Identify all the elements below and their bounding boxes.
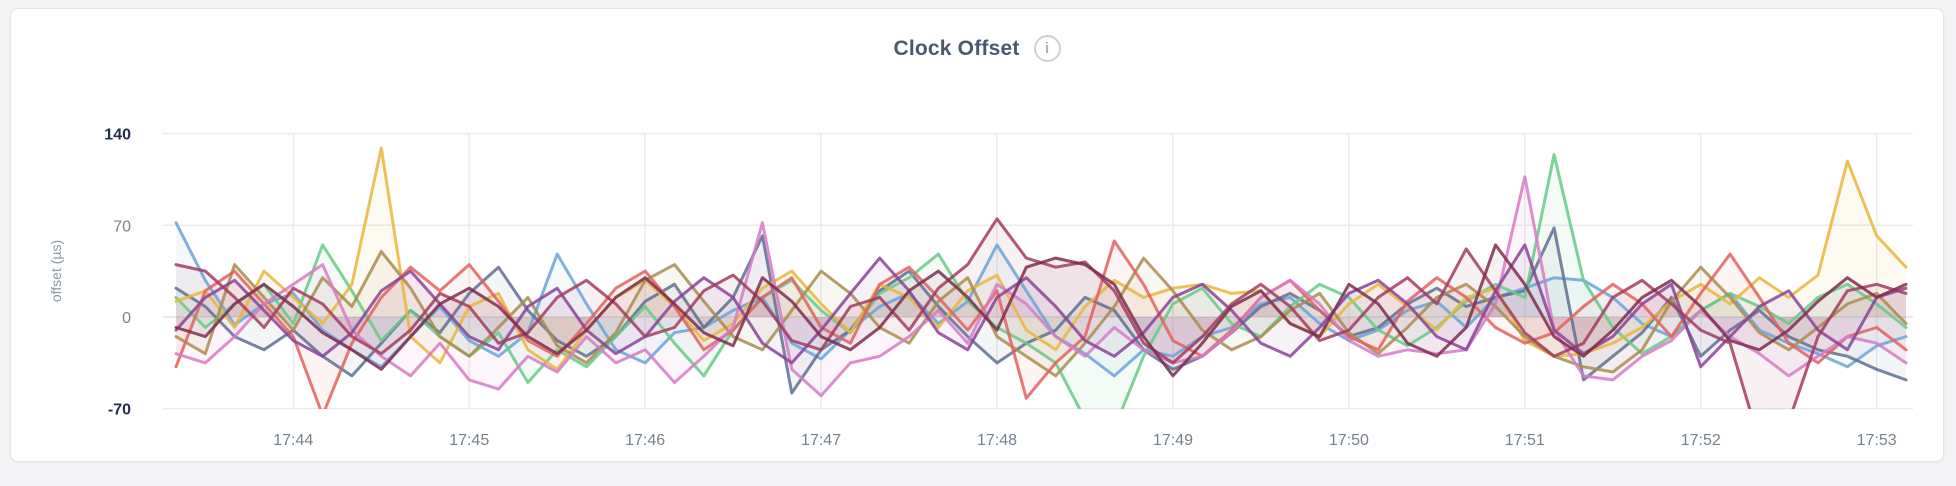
clock-offset-chart[interactable]: 140 70 0 -70 17:44 17:45 17:46 17:47 17:48 17:49 1…: [11, 9, 1943, 461]
x-tick-label: 17:49: [1153, 432, 1193, 449]
series-area-node-yellow: [176, 148, 1906, 370]
x-tick-label: 17:52: [1681, 432, 1721, 449]
x-tick-label: 17:46: [625, 432, 665, 449]
clock-offset-card: Clock Offset i 140 70 0 -70 17:44 17:45 17:46 1…: [10, 8, 1944, 462]
x-tick-label: 17:44: [273, 432, 313, 449]
y-tick-label: 0: [122, 310, 131, 327]
y-axis-title: offset (µs): [48, 240, 64, 302]
series-area-node-slate: [176, 227, 1906, 393]
series-line-node-slate[interactable]: [174, 226, 1908, 395]
x-tick-label: 17:48: [977, 432, 1017, 449]
x-tick-label: 17:51: [1505, 432, 1545, 449]
series-line-node-yellow[interactable]: [174, 146, 1908, 371]
x-tick-label: 17:45: [449, 432, 489, 449]
chart-title: Clock Offset: [893, 36, 1020, 60]
x-tick-label: 17:47: [801, 432, 841, 449]
series-line-node-blue[interactable]: [174, 221, 1908, 378]
x-tick-label: 17:53: [1857, 432, 1897, 449]
y-tick-label: 140: [104, 127, 131, 144]
info-icon[interactable]: i: [1033, 35, 1061, 62]
y-tick-label: -70: [108, 402, 131, 419]
series-line-node-purple[interactable]: [174, 243, 1908, 369]
series-line-node-red[interactable]: [174, 239, 1908, 415]
y-tick-label: 70: [113, 218, 131, 235]
series-area-node-red: [176, 241, 1906, 409]
series-line-node-pink[interactable]: [174, 175, 1908, 398]
series-line-node-wine[interactable]: [174, 243, 1908, 378]
x-tick-label: 17:50: [1329, 432, 1369, 449]
series-area-node-green: [176, 154, 1906, 409]
series-area-node-wine: [176, 244, 1906, 376]
chart-header: Clock Offset i: [11, 35, 1943, 62]
series-line-node-olive[interactable]: [174, 250, 1908, 378]
